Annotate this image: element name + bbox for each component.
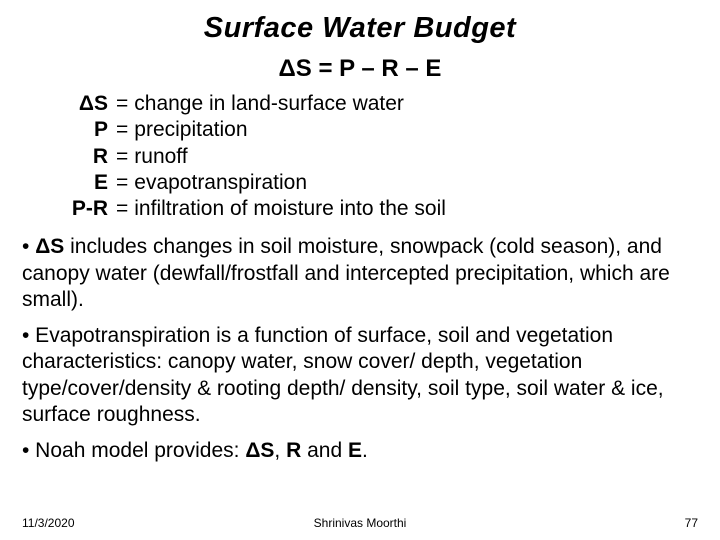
bullet-2: • Evapotranspiration is a function of su…	[22, 323, 698, 428]
slide-title: Surface Water Budget	[22, 12, 698, 45]
definition-text: infiltration of moisture into the soil	[134, 196, 446, 222]
bullet-3-bold-1: ΔS	[245, 439, 274, 462]
footer-page: 77	[685, 516, 698, 530]
definition-text: precipitation	[134, 117, 247, 143]
definition-row: E = evapotranspiration	[22, 170, 698, 196]
definition-symbol: P-R	[22, 196, 116, 222]
bullet-1: • ΔS includes changes in soil moisture, …	[22, 234, 698, 313]
bullet-3-end: .	[362, 439, 368, 462]
bullet-1-text: includes changes in soil moisture, snowp…	[22, 235, 670, 311]
definition-symbol: R	[22, 144, 116, 170]
bullet-3-mid-1: ,	[274, 439, 286, 462]
definition-row: R = runoff	[22, 144, 698, 170]
definition-symbol: ΔS	[22, 91, 116, 117]
bullet-3-pre: • Noah model provides:	[22, 439, 245, 462]
equals-sign: =	[116, 91, 134, 117]
bullet-3-bold-2: R	[286, 439, 301, 462]
bullet-marker: •	[22, 235, 35, 258]
bullet-3-mid-2: and	[301, 439, 348, 462]
definition-symbol: P	[22, 117, 116, 143]
budget-equation: ΔS = P – R – E	[22, 55, 698, 83]
definition-text: change in land-surface water	[134, 91, 404, 117]
bullet-3-bold-3: E	[348, 439, 362, 462]
bullet-1-bold: ΔS	[35, 235, 64, 258]
slide: Surface Water Budget ΔS = P – R – E ΔS =…	[0, 0, 720, 540]
bullet-block: • ΔS includes changes in soil moisture, …	[22, 234, 698, 464]
equals-sign: =	[116, 196, 134, 222]
definition-text: evapotranspiration	[134, 170, 307, 196]
definition-row: P = precipitation	[22, 117, 698, 143]
equals-sign: =	[116, 117, 134, 143]
equals-sign: =	[116, 170, 134, 196]
equals-sign: =	[116, 144, 134, 170]
definition-row: P-R = infiltration of moisture into the …	[22, 196, 698, 222]
footer-author: Shrinivas Moorthi	[0, 516, 720, 530]
definition-row: ΔS = change in land-surface water	[22, 91, 698, 117]
definition-symbol: E	[22, 170, 116, 196]
bullet-3: • Noah model provides: ΔS, R and E.	[22, 438, 698, 464]
definitions-block: ΔS = change in land-surface water P = pr…	[22, 91, 698, 222]
definition-text: runoff	[134, 144, 187, 170]
